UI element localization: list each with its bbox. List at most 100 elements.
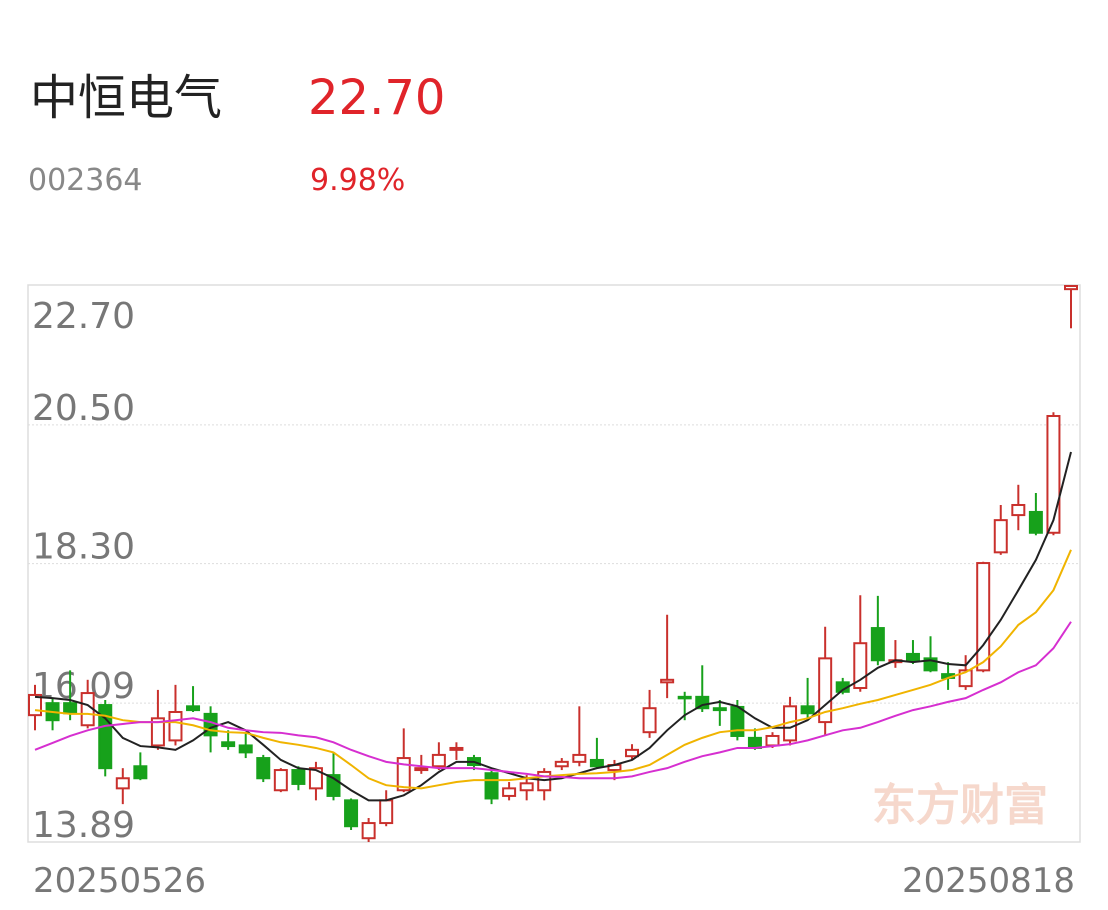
ma-line: [34, 621, 1072, 780]
candle-body: [484, 772, 499, 800]
candle-body: [256, 757, 271, 780]
candle-body: [1064, 285, 1078, 291]
candle: [414, 754, 429, 774]
candle: [835, 677, 850, 695]
candle: [344, 798, 359, 831]
candle: [537, 768, 552, 801]
candle: [150, 689, 165, 750]
x-tick-label: 20250526: [33, 861, 206, 901]
candle: [660, 614, 675, 699]
candle-body: [63, 702, 78, 715]
candle-body: [431, 753, 446, 768]
candle-body: [291, 769, 306, 785]
candle-body: [677, 695, 692, 700]
candle-body: [186, 705, 201, 712]
candle: [361, 818, 376, 842]
candle: [484, 770, 499, 805]
candle: [308, 761, 323, 801]
candle: [870, 595, 885, 666]
stock-price: 22.70: [308, 70, 445, 126]
candle-body: [923, 657, 938, 672]
candle: [1028, 493, 1043, 536]
candle: [976, 561, 991, 673]
candle-body: [361, 822, 376, 840]
candle: [221, 730, 236, 750]
candle-body: [695, 695, 710, 710]
candle: [45, 698, 60, 731]
candle: [519, 775, 534, 801]
candle: [133, 752, 148, 781]
candle-body: [642, 707, 657, 734]
candle: [449, 742, 464, 760]
candle: [642, 689, 657, 738]
candle: [923, 636, 938, 673]
y-tick-label: 20.50: [32, 388, 135, 429]
candle: [273, 768, 288, 793]
candle: [818, 626, 833, 736]
candle-body: [1046, 415, 1061, 534]
candle: [168, 684, 183, 746]
candle: [256, 754, 271, 783]
candle: [888, 640, 903, 668]
candle-body: [133, 765, 148, 780]
x-tick-label: 20250818: [902, 861, 1075, 901]
candle-body: [115, 777, 130, 790]
candle-body: [273, 769, 288, 792]
candle-body: [344, 799, 359, 828]
candle-body: [800, 705, 815, 715]
candle-body: [589, 758, 604, 768]
candle: [1064, 285, 1078, 329]
y-tick-label: 22.70: [32, 296, 135, 337]
candle-body: [1028, 510, 1043, 534]
candle: [396, 728, 411, 793]
candle-body: [519, 782, 534, 792]
candle: [554, 758, 569, 771]
candle-body: [958, 669, 973, 688]
candle-body: [502, 787, 517, 797]
candle: [800, 677, 815, 721]
candle-body: [308, 767, 323, 790]
candle: [431, 742, 446, 771]
candle: [1011, 484, 1026, 531]
candle-body: [396, 757, 411, 792]
candle-body: [818, 657, 833, 724]
stock-name: 中恒电气: [30, 70, 222, 126]
candle: [1046, 412, 1061, 536]
candle: [502, 782, 517, 801]
y-tick-label: 13.89: [32, 805, 135, 846]
candle-body: [150, 717, 165, 747]
candle: [186, 686, 201, 712]
candle: [712, 700, 727, 726]
candle-body: [712, 707, 727, 712]
candle-body: [379, 799, 394, 825]
candle-body: [747, 736, 762, 749]
candle-body: [221, 741, 236, 748]
candle-body: [554, 760, 569, 768]
candle-body: [993, 519, 1008, 554]
candle-body: [660, 678, 675, 684]
candle: [379, 790, 394, 827]
candle-body: [414, 767, 429, 772]
candle-body: [1011, 503, 1026, 517]
ma-line: [34, 451, 1072, 802]
candle: [238, 732, 253, 759]
price-change: 9.98%: [310, 163, 405, 198]
candle-body: [449, 746, 464, 751]
ma-line: [34, 549, 1072, 790]
candle: [905, 640, 920, 665]
candle-body: [238, 744, 253, 754]
stock-code: 002364: [28, 163, 143, 198]
candle: [993, 504, 1008, 555]
candle: [572, 706, 587, 767]
candle-body: [905, 652, 920, 662]
candle: [115, 768, 130, 805]
y-tick-label: 18.30: [32, 527, 135, 568]
candle: [589, 737, 604, 769]
candle-body: [203, 712, 218, 737]
candle: [98, 700, 113, 777]
candle-body: [765, 734, 780, 747]
candle-body: [625, 748, 640, 758]
